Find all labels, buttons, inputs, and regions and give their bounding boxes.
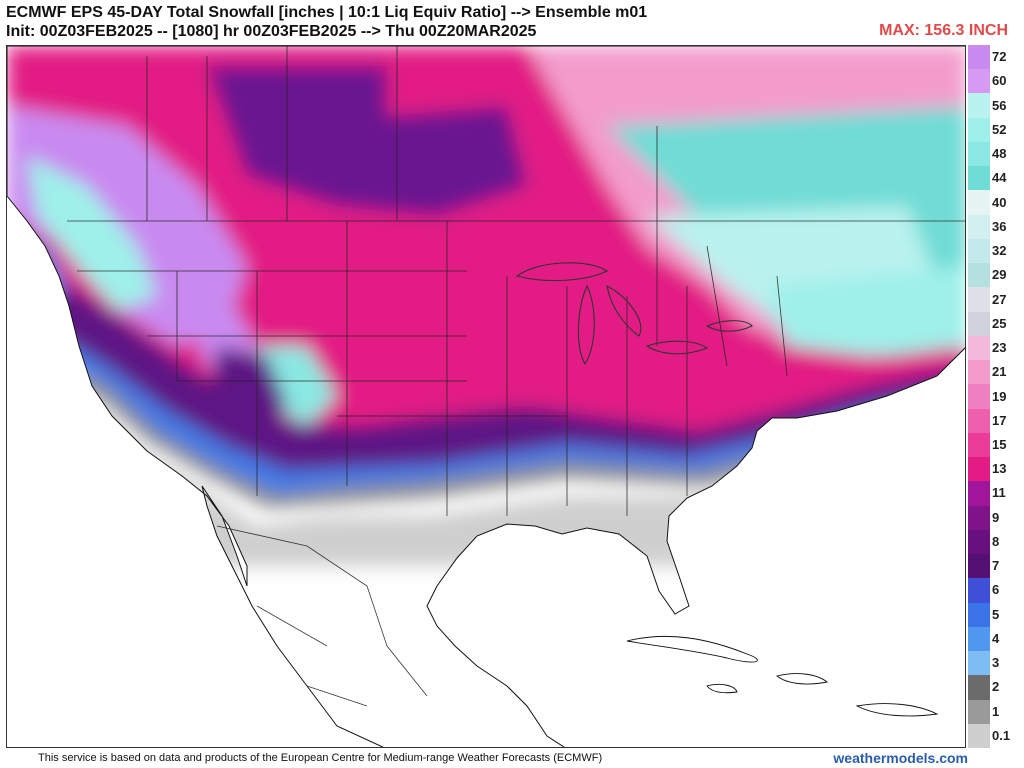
colorbar-swatch (968, 626, 990, 652)
colorbar-swatch (968, 723, 990, 749)
colorbar-label: 60 (992, 73, 1007, 89)
colorbar-label: 6 (992, 582, 1000, 598)
colorbar-swatch (968, 699, 990, 725)
max-label: MAX: 156.3 INCH (879, 22, 1008, 39)
colorbar-swatch (968, 214, 990, 240)
colorbar-label: 44 (992, 170, 1007, 186)
colorbar-label: 13 (992, 461, 1007, 477)
colorbar-label: 23 (992, 340, 1007, 356)
colorbar-label: 36 (992, 218, 1007, 234)
colorbar-label: 72 (992, 49, 1007, 65)
colorbar-swatch (968, 263, 990, 288)
colorbar-label: 48 (992, 146, 1007, 162)
colorbar-swatch (968, 408, 990, 434)
map-title: ECMWF EPS 45-DAY Total Snowfall [inches … (6, 4, 648, 21)
colorbar-swatch (968, 335, 990, 361)
colorbar-label: 40 (992, 194, 1007, 210)
colorbar-label: 27 (992, 291, 1007, 307)
snowfall-map-graphic (7, 46, 965, 747)
colorbar-label: 56 (992, 97, 1007, 113)
brand-link[interactable]: weathermodels.com (833, 750, 968, 766)
snowfall-map (6, 45, 966, 748)
colorbar-label: 17 (992, 412, 1007, 428)
colorbar: 72 60 56 52 48 44 40 36 32 29 27 25 23 21 19 17 15 13 11 9 8… (968, 45, 1010, 749)
colorbar-label: 21 (992, 364, 1007, 380)
colorbar-label: 25 (992, 315, 1007, 331)
colorbar-swatch (968, 505, 990, 531)
colorbar-label: 3 (992, 655, 1000, 671)
colorbar-swatch (968, 93, 990, 119)
colorbar-swatch (968, 457, 990, 482)
colorbar-swatch (968, 602, 990, 628)
colorbar-label: 52 (992, 121, 1007, 137)
colorbar-swatch (968, 384, 990, 410)
colorbar-swatch (968, 238, 990, 264)
colorbar-label: 4 (992, 630, 1000, 646)
colorbar-label: 0.1 (992, 727, 1011, 743)
colorbar-swatch (968, 481, 990, 507)
colorbar-label: 19 (992, 388, 1007, 404)
colorbar-swatch (968, 45, 990, 70)
colorbar-swatch (968, 651, 990, 676)
colorbar-swatch (968, 554, 990, 579)
colorbar-swatch (968, 166, 990, 191)
colorbar-swatch (968, 190, 990, 216)
colorbar-swatch (968, 360, 990, 385)
colorbar-swatch (968, 675, 990, 700)
colorbar-swatch (968, 529, 990, 555)
ecmwf-credit: This service is based on data and produc… (38, 752, 603, 764)
caribbean-islands (626, 635, 939, 717)
colorbar-swatch (968, 578, 990, 604)
state-borders (67, 46, 965, 707)
colorbar-label: 5 (992, 606, 1000, 622)
colorbar-swatch (968, 117, 990, 143)
colorbar-swatch (968, 311, 990, 337)
colorbar-swatch (968, 287, 990, 313)
colorbar-label: 2 (992, 679, 1000, 695)
great-lakes (515, 262, 753, 366)
colorbar-label: 1 (992, 703, 1000, 719)
colorbar-label: 32 (992, 243, 1007, 259)
colorbar-label: 11 (992, 485, 1006, 501)
colorbar-swatch (968, 432, 990, 458)
colorbar-swatch (968, 141, 990, 167)
colorbar-label: 9 (992, 509, 1000, 525)
colorbar-label: 15 (992, 436, 1007, 452)
colorbar-swatch (968, 69, 990, 94)
colorbar-label: 29 (992, 267, 1007, 283)
colorbar-label: 8 (992, 533, 1000, 549)
map-init-line: Init: 00Z03FEB2025 -- [1080] hr 00Z03FEB… (6, 23, 537, 40)
colorbar-label: 7 (992, 558, 1000, 574)
